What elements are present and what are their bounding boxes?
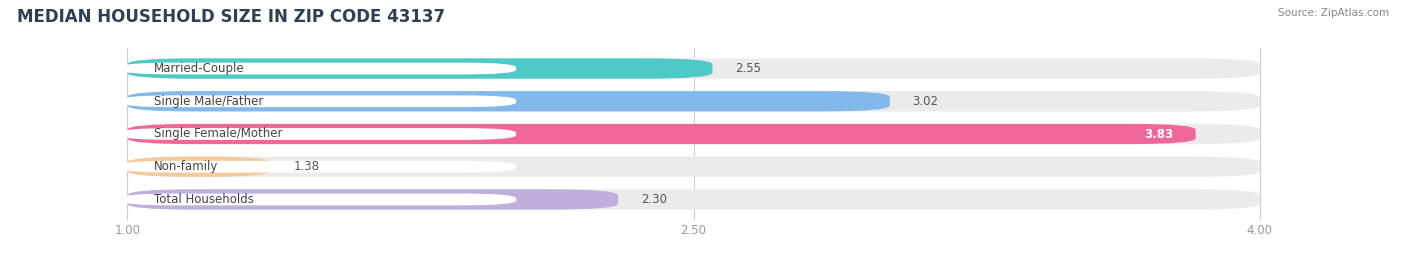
FancyBboxPatch shape	[128, 58, 713, 79]
FancyBboxPatch shape	[120, 63, 516, 75]
FancyBboxPatch shape	[128, 189, 619, 210]
Text: Non-family: Non-family	[153, 160, 218, 173]
Text: 1.38: 1.38	[294, 160, 319, 173]
FancyBboxPatch shape	[128, 124, 1260, 144]
FancyBboxPatch shape	[128, 157, 271, 177]
FancyBboxPatch shape	[128, 189, 1260, 210]
Text: 2.30: 2.30	[641, 193, 666, 206]
FancyBboxPatch shape	[120, 95, 516, 107]
Text: Married-Couple: Married-Couple	[153, 62, 245, 75]
FancyBboxPatch shape	[128, 91, 1260, 111]
Text: 3.02: 3.02	[912, 95, 939, 108]
FancyBboxPatch shape	[120, 128, 516, 140]
FancyBboxPatch shape	[128, 157, 1260, 177]
Text: Single Male/Father: Single Male/Father	[153, 95, 263, 108]
Text: Single Female/Mother: Single Female/Mother	[153, 128, 283, 140]
Text: Total Households: Total Households	[153, 193, 253, 206]
FancyBboxPatch shape	[120, 193, 516, 205]
Text: Source: ZipAtlas.com: Source: ZipAtlas.com	[1278, 8, 1389, 18]
Text: 3.83: 3.83	[1144, 128, 1173, 140]
FancyBboxPatch shape	[128, 91, 890, 111]
FancyBboxPatch shape	[120, 161, 516, 173]
Text: 2.55: 2.55	[735, 62, 761, 75]
Text: MEDIAN HOUSEHOLD SIZE IN ZIP CODE 43137: MEDIAN HOUSEHOLD SIZE IN ZIP CODE 43137	[17, 8, 444, 26]
FancyBboxPatch shape	[128, 124, 1195, 144]
FancyBboxPatch shape	[128, 58, 1260, 79]
